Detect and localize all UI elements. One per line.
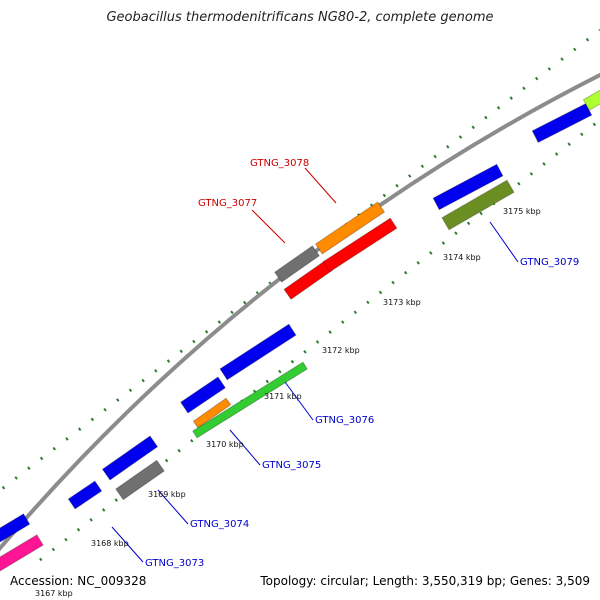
genome-backbone — [0, 72, 600, 552]
kbp-label-3170: 3170 kbp — [206, 440, 244, 449]
gene-feature-3-blue — [101, 435, 159, 481]
gene-label-gtng_3077: GTNG_3077 — [198, 198, 257, 209]
gene-feature-6-orange — [192, 397, 232, 429]
kbp-label-3169: 3169 kbp — [148, 490, 186, 499]
leader-line-gtng_3073 — [111, 526, 144, 563]
gene-label-gtng_3078: GTNG_3078 — [250, 158, 309, 169]
gene-label-gtng_3075: GTNG_3075 — [262, 460, 321, 471]
accession-label: Accession: NC_009328 — [8, 574, 149, 588]
gene-labels: GTNG_3078 GTNG_3077 GTNG_3079 GTNG_3076 GTNG… — [145, 158, 579, 569]
kbp-label-3171: 3171 kbp — [264, 392, 302, 401]
leader-line-gtng_3074 — [157, 489, 189, 525]
kbp-label-3173: 3173 kbp — [383, 298, 421, 307]
leader-line-gtng_3079 — [489, 221, 519, 263]
leader-line-gtng_3077 — [251, 209, 286, 244]
label-leader-lines — [111, 167, 519, 563]
gene-label-gtng_3074: GTNG_3074 — [190, 519, 249, 530]
kbp-label-3175: 3175 kbp — [503, 207, 541, 216]
gene-feature-14-olive — [441, 179, 515, 231]
gene-label-gtng_3076: GTNG_3076 — [315, 415, 374, 426]
gene-feature-12-red — [322, 217, 398, 273]
gene-feature-10-orange — [314, 201, 386, 255]
gene-feature-13-blue — [432, 163, 504, 211]
gene-feature-9-gray — [274, 245, 320, 283]
gene-features — [0, 89, 600, 582]
map-title: Geobacillus thermodenitrificans NG80-2, … — [106, 10, 494, 25]
gene-label-gtng_3079: GTNG_3079 — [520, 257, 579, 268]
leader-line-gtng_3076 — [284, 381, 314, 421]
gene-label-gtng_3073: GTNG_3073 — [145, 558, 204, 569]
kbp-label-3174: 3174 kbp — [443, 253, 481, 262]
gene-feature-7-blue — [219, 323, 297, 381]
genome-summary: Topology: circular; Length: 3,550,319 bp… — [258, 574, 592, 588]
gene-feature-1-pink — [0, 534, 44, 582]
gene-feature-8-green — [192, 361, 308, 439]
leader-line-gtng_3075 — [229, 429, 261, 466]
gene-feature-4-gray — [115, 459, 165, 501]
gene-feature-0-blue — [0, 513, 31, 557]
kbp-label-3168: 3168 kbp — [91, 539, 129, 548]
kbp-labels: 3167 kbp 3168 kbp 3169 kbp 3170 kbp 3171 kbp… — [35, 207, 541, 598]
kbp-label-3167: 3167 kbp — [35, 589, 73, 598]
gene-feature-16-lime — [582, 89, 600, 111]
tick-marks — [0, 28, 600, 562]
leader-line-gtng_3078 — [304, 167, 337, 204]
kbp-label-3172: 3172 kbp — [322, 346, 360, 355]
gene-feature-5-blue — [180, 376, 226, 414]
gene-feature-2-blue — [67, 480, 103, 510]
gene-feature-15-blue — [531, 102, 593, 144]
